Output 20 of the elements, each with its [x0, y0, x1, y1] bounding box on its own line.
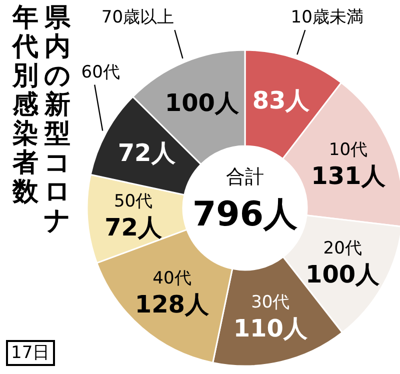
text: 796人 — [192, 194, 298, 234]
slice-label: 30代 — [251, 292, 290, 313]
text: 17日 — [6, 340, 55, 366]
data-label: 110人 — [233, 314, 308, 343]
slice-label: 60代 — [81, 62, 120, 82]
data-label: 100人 — [164, 89, 240, 118]
slice-label: 10代 — [328, 140, 368, 160]
data-label: 72人 — [118, 139, 176, 168]
slice-label: 50代 — [114, 192, 153, 212]
slice-label: 40代 — [152, 268, 192, 289]
data-label: 83人 — [252, 86, 311, 115]
slice-label: 70歳以上 — [101, 8, 174, 28]
data-label: 72人 — [104, 214, 163, 242]
text: 合計 — [226, 166, 264, 188]
data-label: 100人 — [306, 260, 381, 289]
data-label: 131人 — [311, 162, 386, 190]
chart-title: 県内の新型コロナ年代別感染者数 — [12, 3, 71, 236]
slice-label: 20代 — [323, 238, 362, 259]
slice-label: 10歳未満 — [290, 8, 364, 28]
data-label: 128人 — [134, 290, 210, 318]
